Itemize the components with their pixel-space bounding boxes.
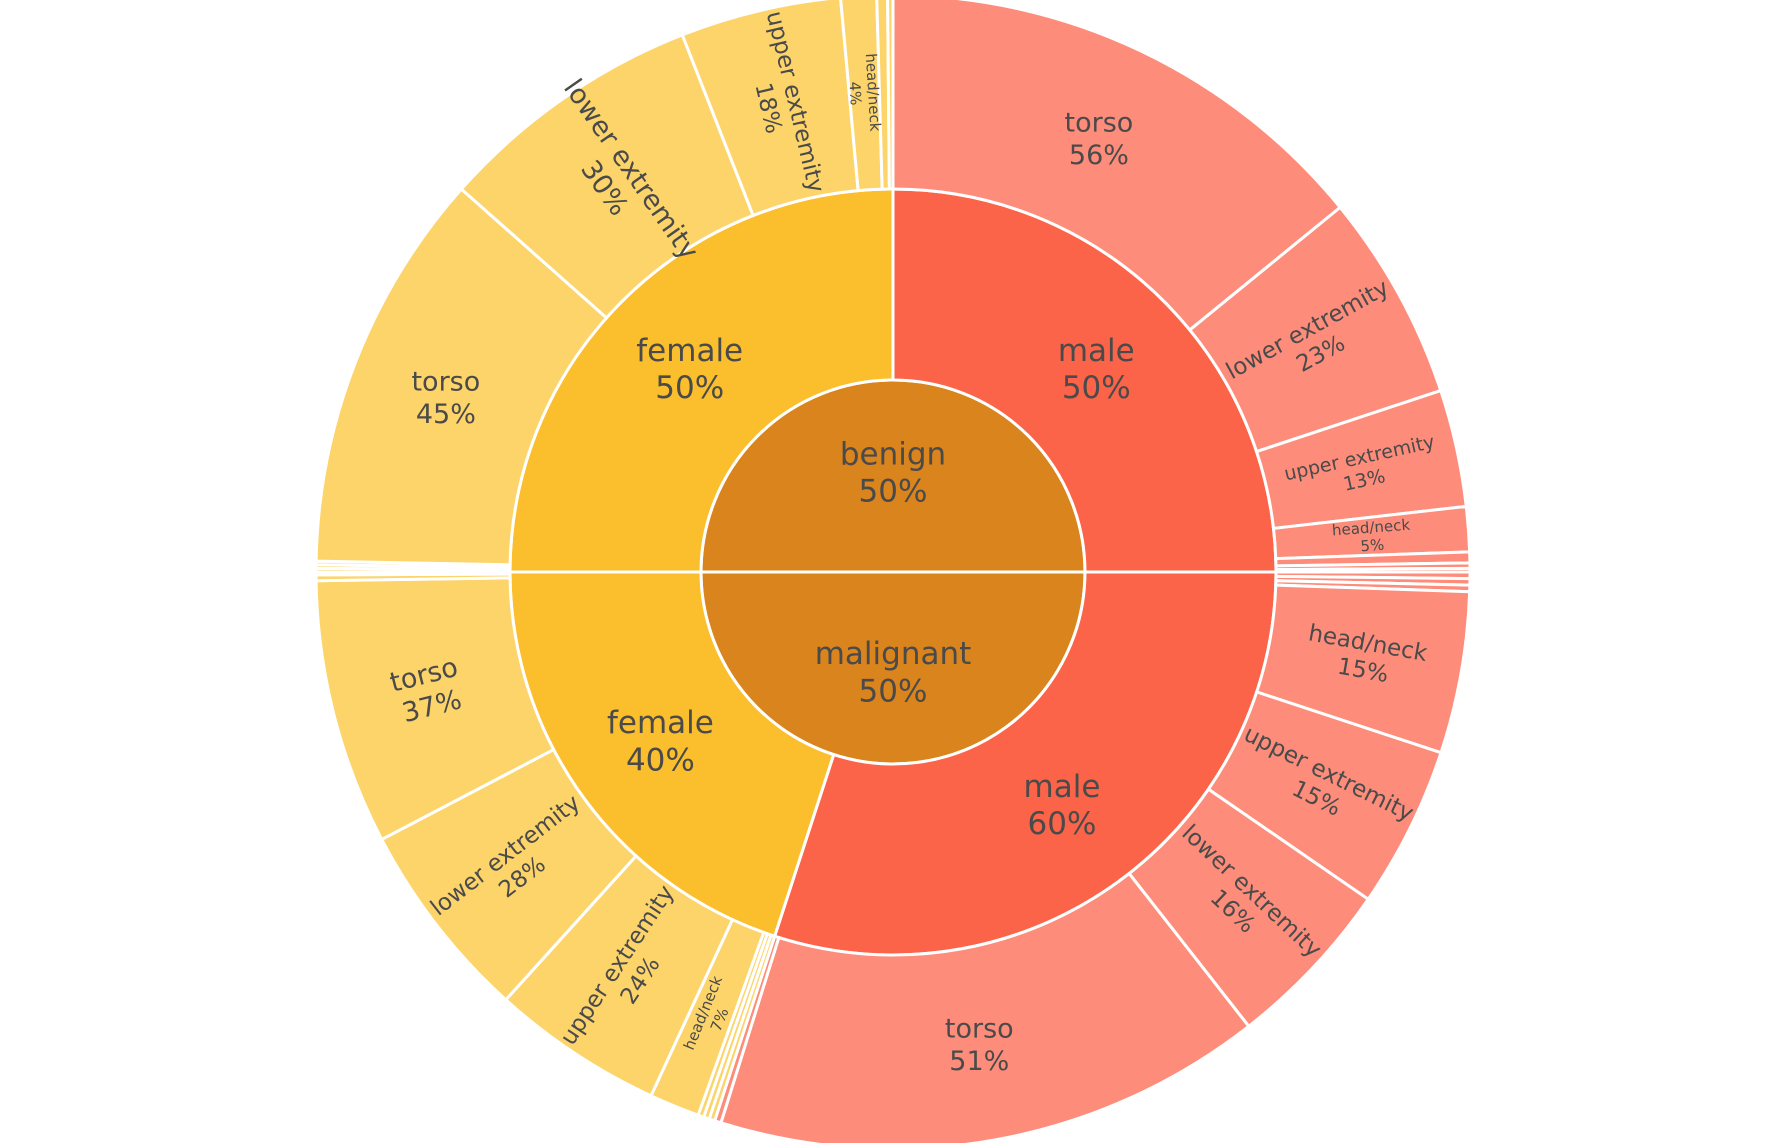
label-benign-male-torso-0: torso 56% xyxy=(1065,108,1134,171)
label-benign-male-head-neck-3: head/neck5% xyxy=(1331,516,1412,558)
segment-benign-male-torso-0[interactable] xyxy=(891,0,1343,333)
segment-benign-male-unlabeled-6[interactable] xyxy=(1274,566,1472,574)
label-benign-female-head-neck-6: head/neck4% xyxy=(844,53,885,133)
label-benign-male: male 50% xyxy=(1058,333,1135,406)
label-benign-female: female 50% xyxy=(636,333,743,406)
label-benign: benign 50% xyxy=(840,436,946,509)
segment-benign-female-upper-extremity-5[interactable] xyxy=(680,0,860,218)
slices-layer xyxy=(314,0,1472,1148)
label-malignant-female: female 40% xyxy=(607,705,714,778)
label-benign-female-torso-3: torso 45% xyxy=(411,367,480,430)
label-malignant-male: male 60% xyxy=(1024,769,1101,842)
label-malignant-male-torso-6: torso 51% xyxy=(945,1013,1014,1076)
label-malignant: malignant 50% xyxy=(815,636,972,709)
segment-malignant-male-torso-6[interactable] xyxy=(719,871,1251,1148)
